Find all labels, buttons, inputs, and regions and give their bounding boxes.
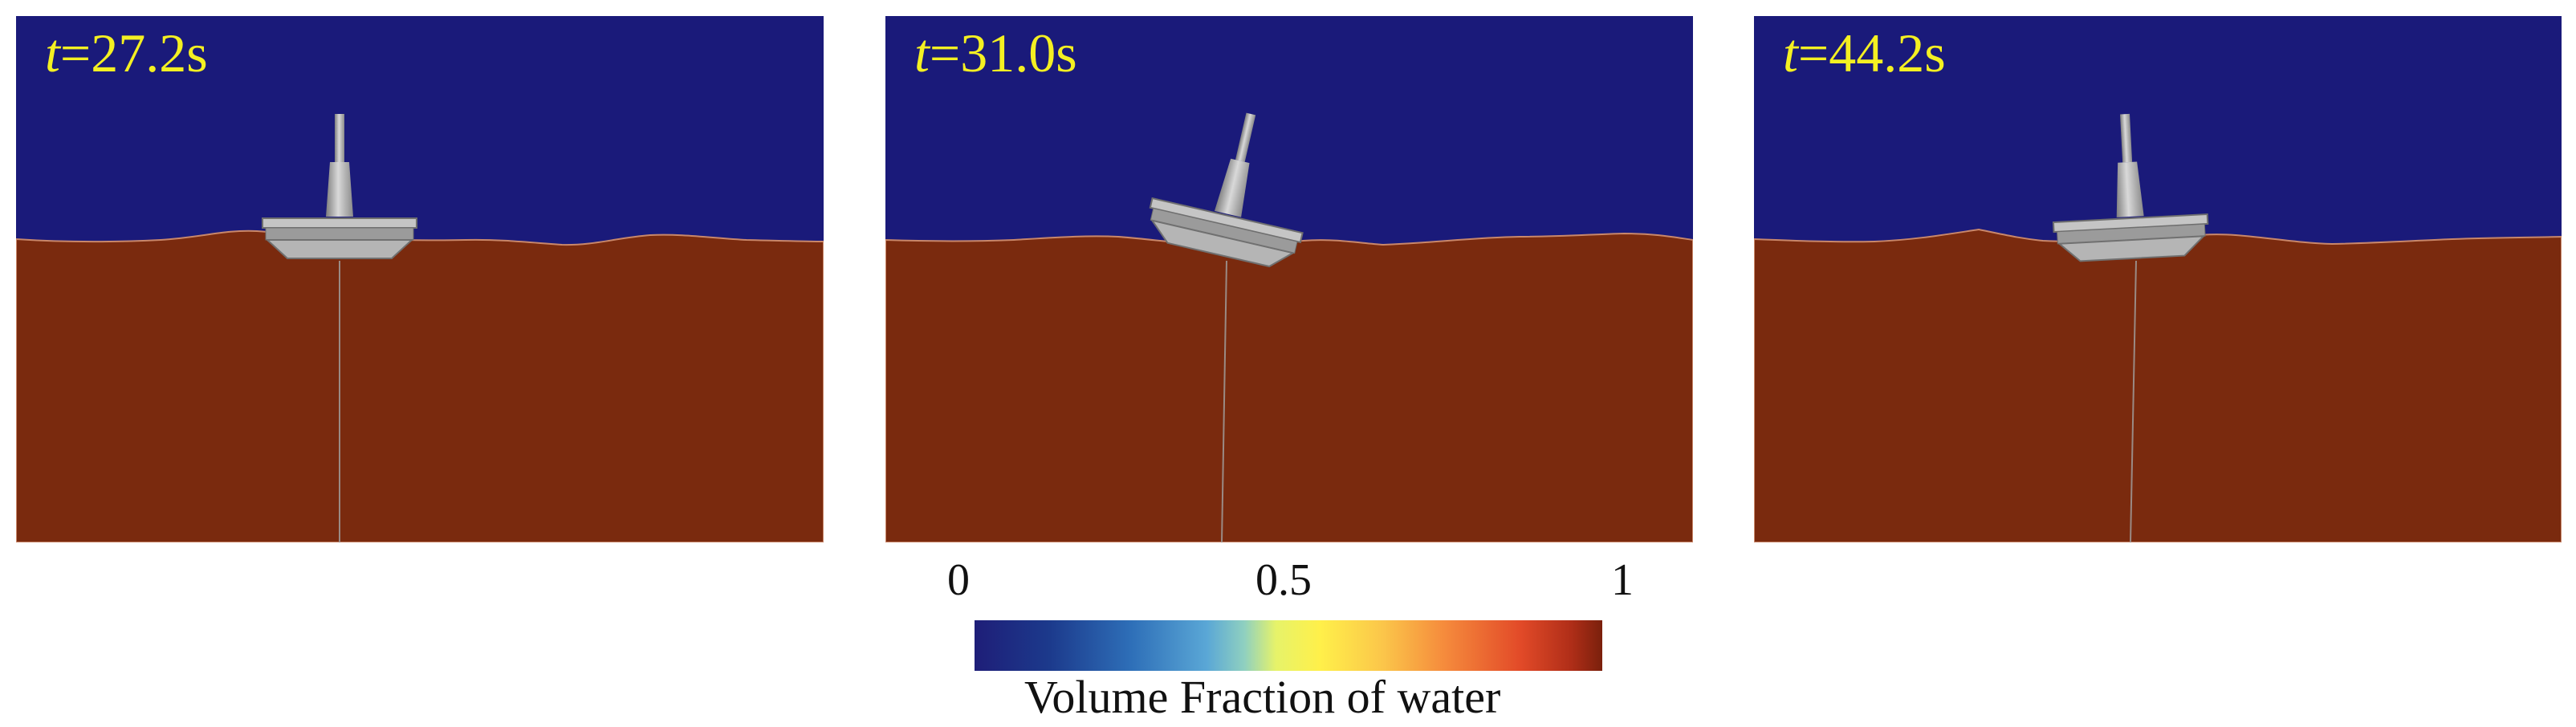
- water-region: [16, 229, 824, 542]
- floating-platform: [262, 114, 417, 259]
- colorbar: [975, 620, 1602, 671]
- simulation-panel-1: t=27.2s: [16, 16, 824, 542]
- time-label: t=44.2s: [1783, 22, 1946, 83]
- time-label: t=31.0s: [914, 22, 1077, 83]
- simulation-frame-3: [1754, 16, 2562, 542]
- simulation-frame-1: [16, 16, 824, 542]
- water-region: [885, 232, 1693, 542]
- simulation-panel-3: t=44.2s: [1754, 16, 2562, 542]
- simulation-frame-2: [885, 16, 1693, 542]
- water-region: [1754, 228, 2562, 542]
- mooring-line: [2130, 260, 2137, 542]
- floating-platform: [2052, 113, 2209, 262]
- floating-platform: [1149, 112, 1304, 268]
- simulation-panel-2: t=31.0s: [885, 16, 1693, 542]
- colorbar-tick-1: 1: [1611, 555, 1634, 605]
- time-label: t=27.2s: [45, 22, 208, 83]
- colorbar-gradient: [975, 620, 1602, 671]
- colorbar-title: Volume Fraction of water: [1024, 671, 1501, 723]
- colorbar-tick-mid: 0.5: [1255, 555, 1312, 605]
- mooring-line: [1221, 260, 1227, 542]
- colorbar-tick-0: 0: [947, 555, 970, 605]
